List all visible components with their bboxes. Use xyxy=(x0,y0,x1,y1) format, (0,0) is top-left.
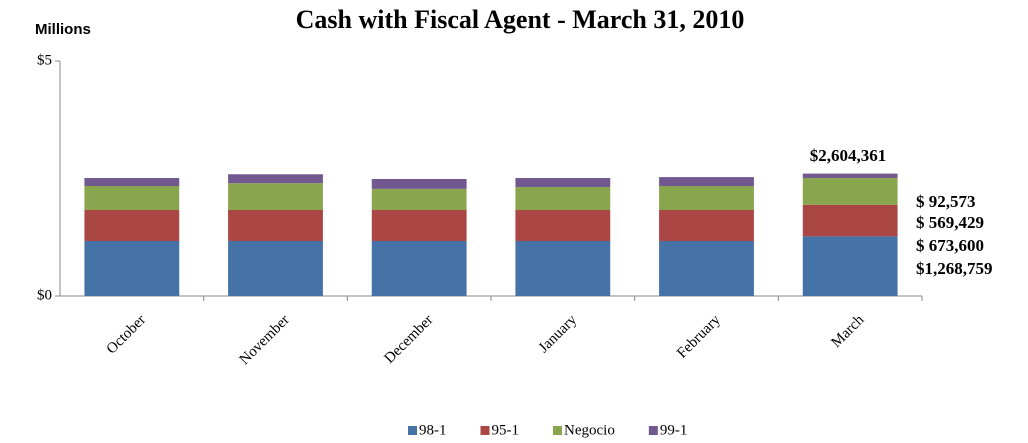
bar-segment xyxy=(84,186,180,210)
bar-segment xyxy=(659,209,754,242)
value-label: $ 673,600 xyxy=(916,236,984,255)
chart-title: Cash with Fiscal Agent - March 31, 2010 xyxy=(296,5,745,34)
y-tick-label: $0 xyxy=(37,287,52,303)
bar-segment xyxy=(515,186,611,210)
bar-segment xyxy=(515,178,611,187)
legend-label: Negocio xyxy=(564,422,615,438)
bar-segment xyxy=(228,209,323,242)
total-annotation: $2,604,361 xyxy=(810,146,887,165)
value-label: $ 569,429 xyxy=(916,213,984,232)
x-tick-label: December xyxy=(382,312,437,367)
bar-segment xyxy=(659,241,754,296)
x-tick-label: November xyxy=(237,312,293,368)
bar-segment xyxy=(84,241,180,296)
bar-segment xyxy=(228,183,323,210)
legend-swatch xyxy=(553,426,562,435)
bar-segment xyxy=(371,209,467,242)
bar-segment xyxy=(371,178,467,189)
legend-label: 98-1 xyxy=(419,422,447,438)
bar-segment xyxy=(228,241,323,296)
bar-segment xyxy=(228,174,323,184)
bar-segment xyxy=(659,177,754,187)
y-axis-label: Millions xyxy=(35,21,91,38)
bar-segment xyxy=(371,241,467,296)
bar-segment xyxy=(515,209,611,242)
x-tick-label: January xyxy=(536,312,581,357)
legend-swatch xyxy=(408,426,417,435)
legend-swatch xyxy=(648,426,658,435)
legend-swatch xyxy=(480,426,490,435)
bar-segment xyxy=(515,241,611,296)
x-tick-label: March xyxy=(828,312,867,351)
value-label: $ 92,573 xyxy=(916,192,976,211)
bar-segment xyxy=(371,188,467,210)
legend-label: 99-1 xyxy=(660,422,688,438)
legend-label: 95-1 xyxy=(492,422,520,438)
x-tick-label: February xyxy=(674,312,724,362)
bar-segment xyxy=(802,236,898,296)
value-label: $1,268,759 xyxy=(916,259,993,278)
bar-segment xyxy=(802,177,898,205)
y-tick-label: $5 xyxy=(37,52,52,68)
x-tick-label: October xyxy=(104,312,149,357)
bar-segment xyxy=(802,204,898,237)
bar-segment xyxy=(84,209,180,242)
bar-segment xyxy=(84,178,180,187)
bar-segment xyxy=(659,186,754,210)
bar-segment xyxy=(802,173,898,178)
